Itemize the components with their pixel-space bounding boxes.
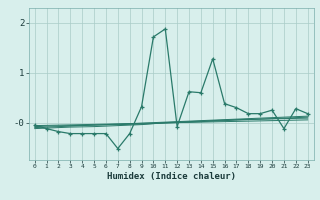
X-axis label: Humidex (Indice chaleur): Humidex (Indice chaleur) (107, 172, 236, 181)
